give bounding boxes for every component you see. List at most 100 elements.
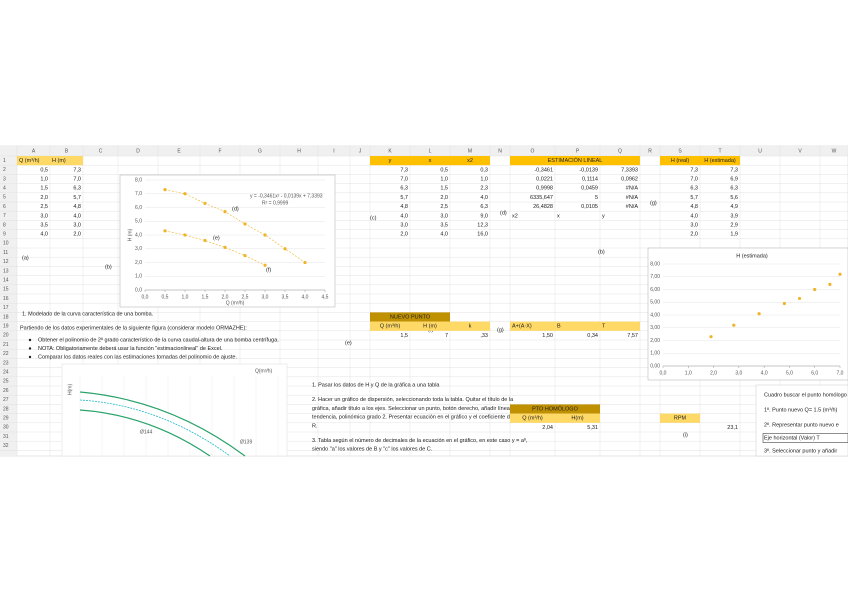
row-number: 27 [3,397,9,403]
cell: 1,5 [40,186,48,192]
annotation: (f) [266,267,271,273]
header-cell: RPM [674,416,687,422]
cell: 0,0105 [581,204,598,210]
x-tick-label: 5,0 [786,370,793,376]
column-header-bar [0,146,848,156]
cell-fill [660,156,700,166]
x-tick-label: 3,5 [282,294,289,300]
cell: 7 [445,333,448,339]
x-tick-label: 0,0 [660,370,667,376]
cell-fill [555,413,600,423]
cell: 23,1 [727,425,738,431]
cell: x [557,213,560,219]
y-tick-label: 7,00 [650,274,660,280]
header-cell: PTO HOMÓLOGO [532,405,578,412]
cell: 2,5 [40,204,48,210]
annotation: (e) [213,235,220,241]
point [203,201,207,205]
column-letter: W [832,148,837,154]
y-tick-label: 5,00 [650,300,660,306]
axis-title: H(m) [67,384,73,395]
point [203,238,207,243]
cell: 6,3 [480,204,488,210]
cell: 1,9 [730,232,738,238]
cell: 2,3 [480,186,488,192]
pump-curve [79,391,246,457]
cell-fill [450,321,490,331]
cell: 1,0 [480,176,488,182]
row-number: 17 [3,305,9,311]
y-tick-label: 3,00 [650,325,660,331]
cell: 3,5 [40,222,48,228]
bullet-text: Obtener el polinomio de 2º grado caracte… [38,336,279,343]
column-letter: E [177,148,181,154]
cell: 3,5 [440,222,448,228]
bullet-text: Comparar los datos reales con las estima… [38,354,237,360]
cell: 6335,647 [530,195,553,201]
cell: 5,7 [690,195,698,201]
dropdown[interactable] [762,433,848,443]
cell: 5,31 [587,425,598,431]
annotation: (d) [232,206,239,212]
point [283,247,287,251]
cell: 3,0 [440,213,448,219]
row-number: 26 [3,388,9,394]
row-number: 6 [3,204,6,210]
x-tick-label: 7,0 [837,370,844,376]
label: (b) [598,249,605,255]
row-number: 13 [3,268,9,274]
y-tick-label: 3,0 [135,246,142,252]
row-number: 23 [3,360,9,366]
row-number: 16 [3,296,9,302]
cell: 5,7 [400,195,408,201]
cell-fill [50,156,83,166]
row-number: 8 [3,222,6,228]
cell: 0,3 [480,167,488,173]
row-number: 10 [3,241,9,247]
row-number: 19 [3,324,9,330]
cell: -0,3461 [534,167,553,173]
column-letter: K [388,148,392,154]
label: (c) [370,215,377,221]
note-text: 1º. Punto nuevo Q= 1.5 (m³/h) [764,406,838,413]
step-text: 3. Tabla según el número de decimales de… [312,437,528,444]
pump-curve [79,399,231,457]
header-cell: x2 [467,158,473,164]
x-tick-label: 3,0 [735,370,742,376]
header-cell: H (m) [423,324,437,330]
header-cell: T [602,324,606,330]
axis-title: Q(m³/h) [255,368,273,374]
header-cell: k [469,324,472,330]
row-number: 12 [3,259,9,265]
step-text: tendencia, polinómica grado 2. Presentar… [312,415,513,421]
cell: 5,6 [730,195,738,201]
cell-fill [370,312,450,322]
cell: 2,0 [440,195,448,201]
x-tick-label: 3,0 [262,294,269,300]
y-tick-label: 2,0 [135,260,142,266]
label: (e) [345,340,352,346]
cell-fill [410,156,450,166]
x-tick-label: 2,0 [222,294,229,300]
cell-fill [555,321,600,331]
column-letter: Q [618,148,622,154]
cell: 1,0 [40,176,48,182]
cell: 12,3 [477,222,488,228]
row-number: 11 [3,250,8,256]
bullet [28,338,32,342]
header-cell: A+(A·X) [512,324,532,330]
x-tick-label: 2,0 [710,370,717,376]
bullet [28,355,32,359]
cell: 2,9 [730,222,738,228]
cell: y [602,213,605,219]
header-cell: Q (m³/h) [380,324,401,330]
y-tick-label: 6,00 [650,287,660,293]
cell: 2,5 [440,204,448,210]
y-tick-label: 6,0 [135,205,142,211]
column-letter: I [333,148,334,154]
row-number: 20 [3,333,9,339]
step-text: gráfica, añadir título a los ejes. Selec… [312,406,517,412]
y-tick-label: 4,0 [135,232,142,238]
point [757,312,761,316]
row-number: 31 [3,434,9,440]
